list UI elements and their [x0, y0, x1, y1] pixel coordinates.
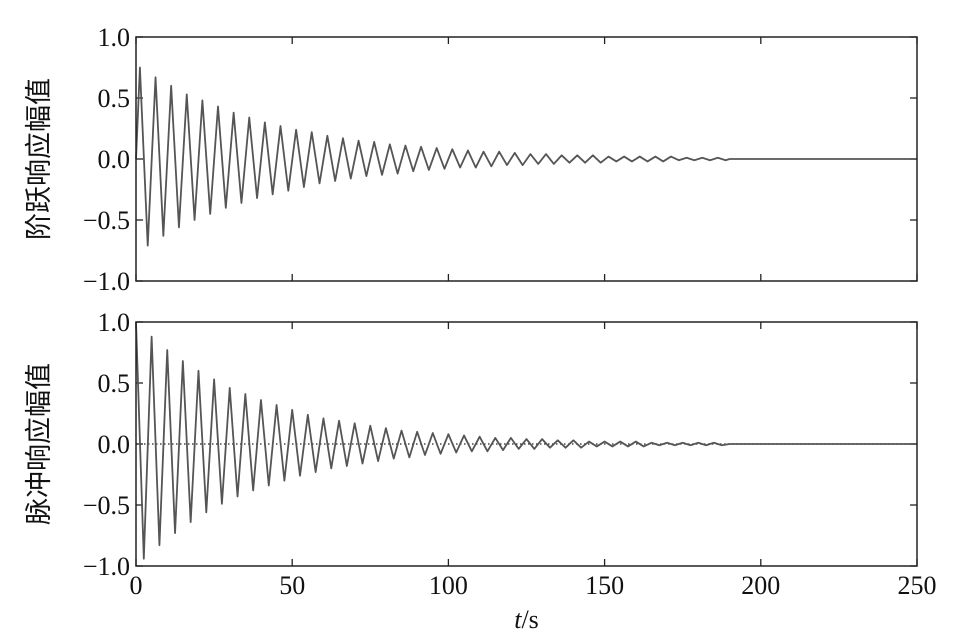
subplot: −1.0 −0.5 0.0 0.5 1.0 阶跃响应幅值 [24, 23, 918, 296]
x-tick-label: 200 [741, 571, 780, 600]
series-line [135, 321, 917, 560]
y-tick-label: 0.5 [98, 84, 131, 113]
x-axis-label-var: t [514, 605, 522, 634]
x-tick-label: 150 [585, 571, 624, 600]
y-tick-label: 0.0 [98, 430, 131, 459]
y-tick-label: 0.5 [98, 369, 131, 398]
y-tick-label: −0.5 [83, 206, 130, 235]
x-tick-label: 0 [130, 571, 143, 600]
x-tick-label: 50 [279, 571, 305, 600]
plot-frame [135, 36, 918, 282]
x-axis-label-unit: /s [521, 605, 538, 634]
x-axis-label: t/s [514, 605, 539, 634]
y-tick-label: −0.5 [83, 491, 130, 520]
y-tick-label: −1.0 [83, 552, 130, 581]
subplot: −1.0 −0.5 0.0 0.5 1.0 0 50 100 150 200 250 脉冲响应幅值 t/… [24, 308, 937, 634]
plot-frame [135, 321, 918, 567]
y-tick-label: −1.0 [83, 267, 130, 296]
series-line [135, 66, 917, 247]
x-tick-label: 100 [429, 571, 468, 600]
y-tick-label: 0.0 [98, 145, 131, 174]
y-axis-label: 脉冲响应幅值 [24, 363, 54, 525]
x-tick-label: 250 [898, 571, 937, 600]
y-tick-label: 1.0 [98, 23, 131, 52]
y-tick-label: 1.0 [98, 308, 131, 337]
y-axis-label: 阶跃响应幅值 [24, 78, 54, 240]
